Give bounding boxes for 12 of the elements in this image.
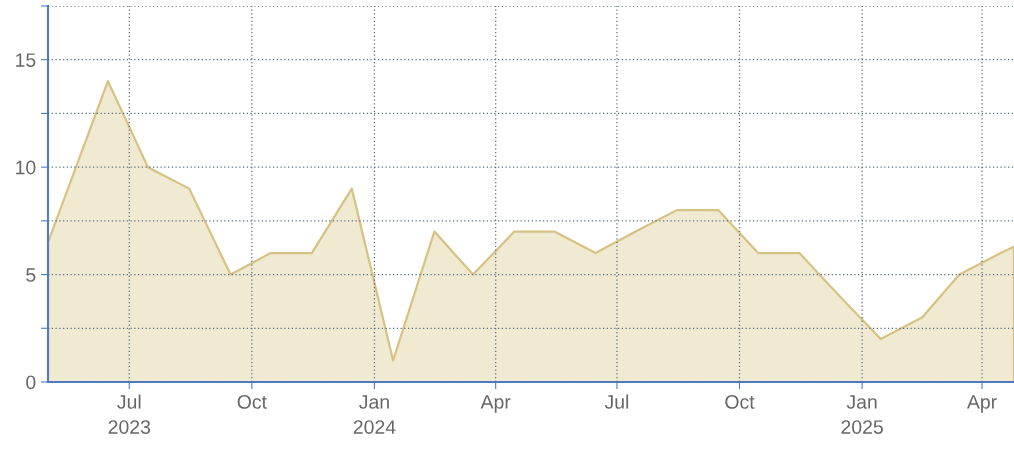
- y-tick-label: 0: [26, 375, 36, 390]
- x-tick-label: Jan 2025: [841, 395, 883, 434]
- x-tick-label: Apr: [966, 395, 997, 413]
- x-tick-label: Apr: [480, 395, 511, 413]
- x-tick-label: Jul 2023: [108, 394, 151, 434]
- x-tick-label: Jul: [604, 394, 629, 409]
- x-tick-label: Oct: [237, 395, 267, 409]
- y-tick-label: 5: [26, 268, 36, 282]
- y-tick-label: 15: [16, 53, 36, 67]
- x-tick-label: Jan 2024: [353, 395, 396, 434]
- y-tick-label: 10: [16, 160, 36, 175]
- x-tick-label: Oct: [725, 395, 755, 409]
